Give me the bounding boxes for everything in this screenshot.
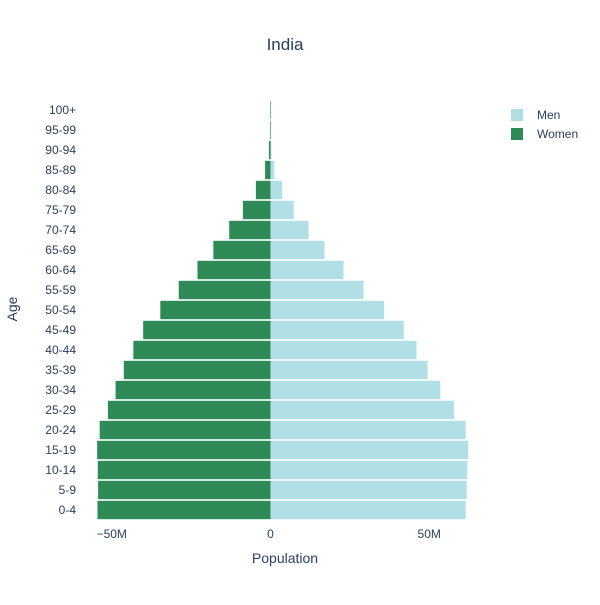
x-tick-label: 50M — [418, 527, 441, 541]
bar-women-70-74[interactable] — [229, 220, 271, 240]
bar-women-60-64[interactable] — [197, 260, 271, 280]
bar-women-65-69[interactable] — [213, 240, 271, 260]
bar-men-45-49[interactable] — [270, 320, 404, 340]
y-tick-label: 100+ — [49, 103, 76, 117]
bar-women-15-19[interactable] — [97, 440, 271, 460]
y-tick-label: 20-24 — [45, 423, 76, 437]
bar-men-40-44[interactable] — [270, 340, 417, 360]
y-tick-label: 55-59 — [45, 283, 76, 297]
y-tick-label: 40-44 — [45, 343, 76, 357]
bar-men-90-94[interactable] — [270, 140, 272, 160]
y-tick-label: 80-84 — [45, 183, 76, 197]
y-tick-label: 0-4 — [59, 503, 77, 517]
y-tick-label: 35-39 — [45, 363, 76, 377]
bar-women-10-14[interactable] — [97, 460, 271, 480]
bar-men-95-99[interactable] — [270, 120, 272, 140]
bar-men-75-79[interactable] — [270, 200, 294, 220]
bar-men-55-59[interactable] — [270, 280, 364, 300]
bar-men-25-29[interactable] — [270, 400, 454, 420]
bar-women-5-9[interactable] — [98, 480, 271, 500]
y-tick-labels: 0-4 5-9 10-14 15-19 20-24 25-29 30-34 35-39 40-4… — [45, 103, 76, 517]
y-tick-label: 75-79 — [45, 203, 76, 217]
bar-women-0-4[interactable] — [97, 500, 271, 520]
y-tick-label: 50-54 — [45, 303, 76, 317]
legend[interactable]: Men Women — [511, 108, 578, 141]
y-tick-label: 90-94 — [45, 143, 76, 157]
y-tick-label: 60-64 — [45, 263, 76, 277]
chart-title: India — [267, 35, 304, 54]
bar-men-5-9[interactable] — [270, 480, 467, 500]
bar-women-45-49[interactable] — [143, 320, 271, 340]
bar-men-70-74[interactable] — [270, 220, 309, 240]
bar-women-90-94[interactable] — [268, 140, 271, 160]
legend-label-women[interactable]: Women — [537, 127, 578, 141]
bar-men-10-14[interactable] — [270, 460, 468, 480]
bar-women-40-44[interactable] — [133, 340, 271, 360]
y-tick-label: 15-19 — [45, 443, 76, 457]
bar-women-30-34[interactable] — [115, 380, 271, 400]
legend-swatch-men[interactable] — [511, 109, 523, 121]
x-tick-label: −50M — [97, 527, 127, 541]
bar-women-95-99[interactable] — [270, 120, 271, 140]
bar-women-100+[interactable] — [270, 100, 272, 120]
bar-women-50-54[interactable] — [160, 300, 271, 320]
y-tick-label: 25-29 — [45, 403, 76, 417]
y-tick-label: 5-9 — [59, 483, 77, 497]
bar-men-0-4[interactable] — [270, 500, 466, 520]
bar-men-85-89[interactable] — [270, 160, 275, 180]
bar-women-35-39[interactable] — [123, 360, 271, 380]
legend-label-men[interactable]: Men — [537, 108, 560, 122]
bars-layer — [97, 100, 469, 520]
bar-men-80-84[interactable] — [270, 180, 283, 200]
x-tick-label: 0 — [267, 527, 274, 541]
y-tick-label: 70-74 — [45, 223, 76, 237]
bar-men-15-19[interactable] — [270, 440, 469, 460]
y-axis-title: Age — [4, 296, 20, 321]
y-tick-label: 45-49 — [45, 323, 76, 337]
y-tick-label: 30-34 — [45, 383, 76, 397]
bar-men-65-69[interactable] — [270, 240, 325, 260]
bar-men-30-34[interactable] — [270, 380, 441, 400]
bar-women-80-84[interactable] — [255, 180, 271, 200]
y-tick-label: 65-69 — [45, 243, 76, 257]
bar-men-60-64[interactable] — [270, 260, 344, 280]
bar-men-50-54[interactable] — [270, 300, 385, 320]
bar-women-55-59[interactable] — [178, 280, 271, 300]
x-tick-labels: −50M 0 50M — [97, 527, 441, 541]
bar-men-20-24[interactable] — [270, 420, 466, 440]
y-tick-label: 10-14 — [45, 463, 76, 477]
bar-women-20-24[interactable] — [99, 420, 271, 440]
bar-women-75-79[interactable] — [242, 200, 271, 220]
bar-women-85-89[interactable] — [265, 160, 271, 180]
x-axis-title: Population — [252, 550, 318, 566]
y-tick-label: 85-89 — [45, 163, 76, 177]
bar-men-35-39[interactable] — [270, 360, 428, 380]
bar-women-25-29[interactable] — [107, 400, 271, 420]
y-tick-label: 95-99 — [45, 123, 76, 137]
legend-swatch-women[interactable] — [511, 128, 523, 140]
